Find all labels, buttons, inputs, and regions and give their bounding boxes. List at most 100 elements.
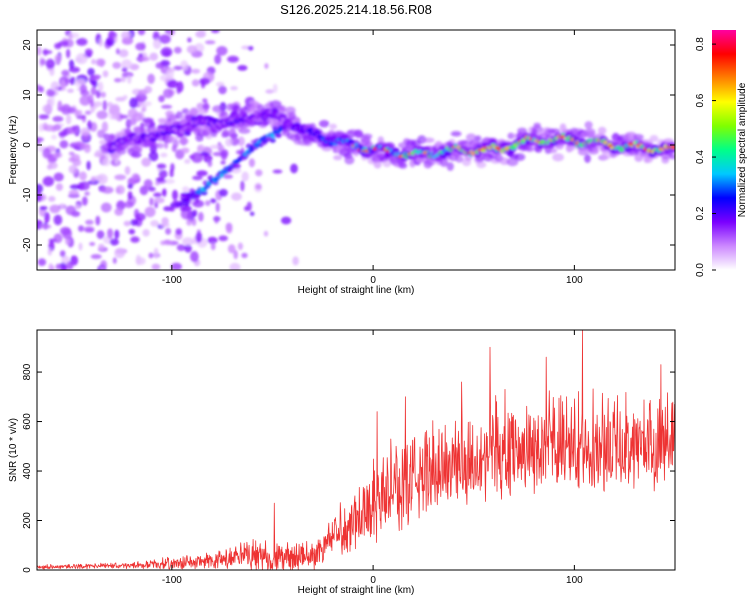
spectrogram-cell — [120, 75, 126, 83]
spectrogram-cell — [584, 154, 591, 163]
spectrogram-cell — [506, 157, 519, 167]
spectrogram-cell — [59, 250, 66, 258]
spectrogram-cell — [197, 108, 209, 115]
spectrogram-cell — [476, 161, 487, 169]
spectrogram-cell — [514, 153, 526, 161]
spectrogram-cell — [196, 170, 208, 177]
spectrogram-cell — [164, 178, 175, 184]
spectrogram-cell — [161, 217, 169, 226]
spectrogram-cell — [290, 163, 298, 174]
spectrogram-cell — [84, 110, 92, 115]
spectrogram-cell — [152, 38, 162, 50]
spectrogram-cell — [121, 38, 133, 45]
spectrogram-cell — [43, 124, 55, 132]
spectrogram-cell — [183, 201, 190, 207]
spectrogram-cell — [601, 150, 612, 160]
spectrogram-cell — [577, 148, 589, 156]
snr-ylabel: SNR (10 * v/v) — [8, 418, 19, 482]
spectrogram-cell — [173, 65, 183, 71]
spectrogram-cell — [223, 174, 233, 179]
spectrogram-cell — [219, 188, 228, 197]
spectrogram-cell — [127, 108, 138, 120]
spectrogram-cell — [191, 79, 200, 87]
spectrogram-cell — [191, 152, 204, 163]
spectrogram-xtick-label: 0 — [370, 275, 376, 286]
spectrogram-cell — [127, 191, 133, 200]
spectrogram-cell — [241, 171, 249, 182]
spectrogram-cell — [168, 67, 176, 73]
spectrogram-cell — [119, 114, 129, 119]
spectrogram-cell — [80, 127, 91, 136]
snr-ytick-label: 400 — [22, 462, 33, 479]
spectrogram-cell — [137, 30, 146, 36]
spectrogram-cell — [98, 243, 105, 250]
spectrogram-cell — [79, 181, 90, 191]
spectrogram-cell — [225, 138, 233, 147]
spectrogram-cell — [446, 162, 454, 171]
spectrogram-cell — [55, 183, 64, 191]
spectrogram-cell — [79, 84, 87, 94]
spectrogram-cell — [91, 58, 96, 65]
spectrogram-cell — [128, 228, 136, 235]
spectrogram-cell — [50, 96, 55, 107]
spectrogram-cell — [392, 147, 400, 154]
spectrogram-cell — [71, 125, 77, 132]
spectrogram-cell — [96, 110, 108, 120]
spectrogram-cell — [89, 99, 95, 108]
spectrogram-cell — [155, 62, 165, 69]
snr-ytick-label: 200 — [22, 512, 33, 529]
spectrogram-cell — [229, 262, 241, 270]
spectrogram-cell — [90, 74, 102, 79]
spectrogram-cell — [247, 46, 254, 51]
spectrogram-cell — [144, 206, 156, 218]
snr-ytick-label: 800 — [22, 363, 33, 380]
spectrogram-cell — [47, 248, 52, 256]
spectrogram-cell — [53, 172, 64, 182]
spectrogram-cell — [423, 146, 431, 153]
spectrogram-cell — [373, 159, 382, 169]
colorbar-axis: 0.0 0.2 0.4 0.6 0.8 — [695, 37, 716, 277]
spectrogram-cell — [49, 204, 61, 214]
spectrogram-cell — [173, 46, 182, 54]
colorbar-label: Normalized spectral amplitude — [737, 82, 748, 217]
spectrogram-cell — [100, 91, 107, 98]
spectrogram-cell — [148, 252, 154, 259]
spectrogram-cell — [255, 169, 263, 177]
spectrogram-cell — [83, 144, 91, 153]
spectrogram-cell — [220, 160, 226, 165]
spectrogram-cell — [249, 211, 255, 216]
spectrogram-cell — [148, 186, 156, 192]
snr-ytick-label: 600 — [22, 413, 33, 430]
spectrogram-heatmap — [37, 30, 675, 270]
spectrogram-cell — [169, 206, 175, 212]
spectrogram-cell — [96, 58, 106, 67]
spectrogram-cell — [176, 85, 181, 95]
spectrogram-cell — [211, 30, 220, 33]
spectrogram-cell — [231, 192, 242, 201]
spectrogram-cell — [210, 198, 217, 204]
spectrogram-cell — [129, 97, 138, 109]
spectrogram-cell — [115, 48, 120, 55]
spectrogram-cell — [62, 228, 72, 240]
spectrogram-cell — [90, 254, 102, 260]
spectrogram-cell — [450, 131, 462, 137]
spectrogram-cell — [38, 86, 45, 93]
spectrogram-cell — [465, 133, 477, 142]
spectrogram-cell — [164, 239, 170, 245]
spectrogram-cell — [184, 244, 192, 253]
spectrogram-cell — [163, 88, 174, 99]
colorbar-tick-label: 0.0 — [695, 263, 706, 277]
spectrogram-cell — [95, 215, 101, 226]
spectrogram-cell — [39, 206, 48, 211]
spectrogram-cell — [112, 61, 122, 69]
spectrogram-cell — [230, 86, 238, 91]
spectrogram-cell — [90, 176, 96, 183]
spectrogram-cell — [160, 240, 166, 246]
spectrogram-cell — [160, 152, 168, 158]
spectrogram-cell — [114, 78, 122, 83]
spectrogram-cell — [130, 219, 139, 226]
spectrogram-cell — [179, 206, 186, 212]
spectrogram-cell — [67, 88, 74, 93]
spectrogram-cell — [172, 139, 179, 148]
